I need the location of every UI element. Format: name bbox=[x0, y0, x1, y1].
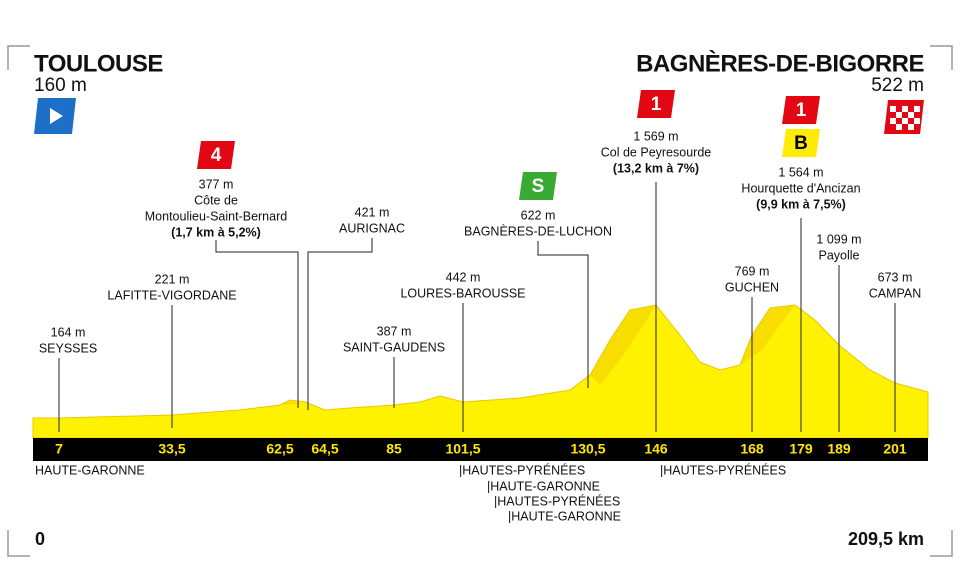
category-badge bbox=[637, 90, 675, 118]
km-label: 85 bbox=[386, 441, 402, 457]
pointer-line bbox=[537, 241, 589, 388]
department-label: |HAUTE-GARONNE bbox=[508, 509, 621, 523]
waypoint-name: Hourquette d'Ancizan bbox=[741, 181, 860, 195]
km-label: 33,5 bbox=[158, 441, 185, 457]
waypoint-altitude: 1 099 m bbox=[816, 232, 861, 246]
waypoint-name: SEYSSES bbox=[39, 341, 97, 355]
waypoint-name: Col de Peyresourde bbox=[601, 145, 712, 159]
finish-icon bbox=[884, 100, 924, 134]
category-badge bbox=[197, 141, 235, 169]
km-band bbox=[33, 438, 928, 461]
category-badge bbox=[782, 129, 820, 157]
climb-detail: (9,9 km à 7,5%) bbox=[756, 197, 846, 211]
km-label: 101,5 bbox=[445, 441, 480, 457]
km-label: 7 bbox=[55, 441, 63, 457]
category-label: 1 bbox=[796, 100, 807, 121]
department-label: |HAUTE-GARONNE bbox=[487, 479, 600, 493]
start-name: TOULOUSE bbox=[34, 50, 163, 77]
waypoint-name: SAINT-GAUDENS bbox=[343, 340, 445, 354]
pointer-line bbox=[215, 240, 299, 408]
km-label: 179 bbox=[789, 441, 813, 457]
waypoint-altitude: 421 m bbox=[355, 205, 390, 219]
department-label: |HAUTES-PYRÉNÉES bbox=[494, 493, 620, 508]
km-label: 168 bbox=[740, 441, 764, 457]
category-label: S bbox=[532, 176, 545, 197]
km-label: 201 bbox=[883, 441, 907, 457]
waypoint-altitude: 1 564 m bbox=[778, 165, 823, 179]
axis-start: 0 bbox=[35, 529, 45, 549]
waypoint-name: CAMPAN bbox=[869, 286, 922, 300]
waypoint-altitude: 387 m bbox=[377, 324, 412, 338]
start-altitude: 160 m bbox=[34, 75, 87, 96]
km-label: 130,5 bbox=[570, 441, 605, 457]
waypoint-name: Montoulieu-Saint-Bernard bbox=[145, 209, 287, 223]
waypoint-altitude: 673 m bbox=[878, 270, 913, 284]
km-label: 64,5 bbox=[311, 441, 338, 457]
waypoint-altitude: 377 m bbox=[199, 177, 234, 191]
km-label: 62,5 bbox=[266, 441, 293, 457]
waypoint-name: Côte de bbox=[194, 193, 238, 207]
waypoint-altitude: 164 m bbox=[51, 325, 86, 339]
waypoint-altitude: 1 569 m bbox=[633, 129, 678, 143]
category-label: B bbox=[794, 133, 808, 154]
km-label: 189 bbox=[827, 441, 851, 457]
km-label: 146 bbox=[644, 441, 668, 457]
elevation-profile bbox=[32, 304, 929, 439]
climb-detail: (1,7 km à 5,2%) bbox=[171, 225, 261, 239]
frame-corners bbox=[7, 45, 953, 557]
waypoint-altitude: 442 m bbox=[446, 270, 481, 284]
waypoint-name: LOURES-BAROUSSE bbox=[400, 286, 525, 300]
waypoint-name: LAFITTE-VIGORDANE bbox=[107, 288, 236, 302]
pointer-line bbox=[307, 238, 373, 410]
finish-name: BAGNÈRES-DE-BIGORRE bbox=[636, 49, 924, 77]
climb-detail: (13,2 km à 7%) bbox=[613, 161, 699, 175]
waypoint-altitude: 622 m bbox=[521, 208, 556, 222]
axis-end: 209,5 km bbox=[848, 529, 924, 549]
finish-altitude: 522 m bbox=[871, 75, 924, 96]
category-badge bbox=[519, 172, 557, 200]
category-badge bbox=[782, 96, 820, 124]
category-label: 1 bbox=[651, 94, 662, 115]
start-icon bbox=[34, 98, 76, 134]
department-label: HAUTE-GARONNE bbox=[35, 463, 145, 477]
department-label: |HAUTES-PYRÉNÉES bbox=[660, 462, 786, 477]
department-label: |HAUTES-PYRÉNÉES bbox=[459, 462, 585, 477]
waypoint-altitude: 221 m bbox=[155, 272, 190, 286]
waypoint-altitude: 769 m bbox=[735, 264, 770, 278]
waypoint-name: BAGNÈRES-DE-LUCHON bbox=[464, 223, 612, 238]
waypoint-name: AURIGNAC bbox=[339, 221, 405, 235]
waypoint-name: GUCHEN bbox=[725, 280, 779, 294]
waypoint-name: Payolle bbox=[819, 248, 860, 262]
category-label: 4 bbox=[211, 145, 222, 166]
